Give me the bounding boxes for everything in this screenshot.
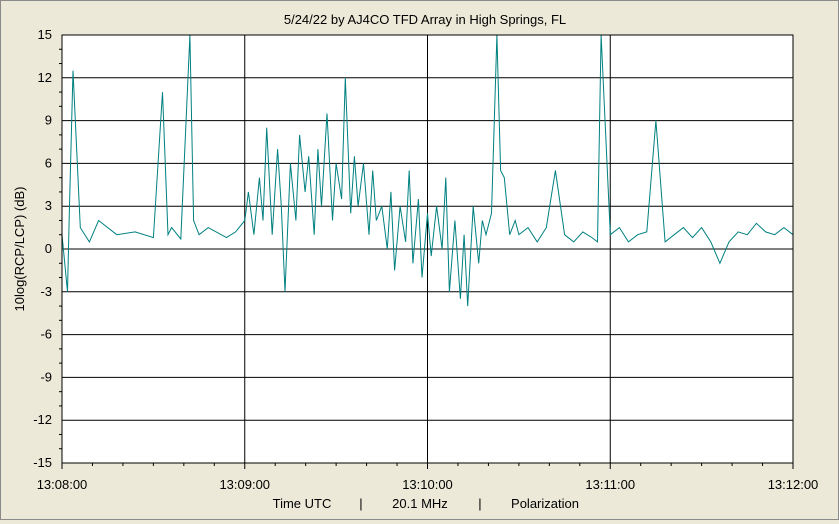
x-tick-labels: 13:08:00 13:09:00 13:10:00 13:11:00 13:12:00 (37, 477, 819, 492)
y-tick-label: 6 (45, 155, 52, 170)
x-axis-label-sep1: | (359, 496, 362, 511)
y-tick-label: 15 (38, 27, 52, 42)
y-tick-label: -15 (33, 455, 52, 470)
series-line-polarization (61, 34, 794, 307)
y-tick-label: -6 (40, 327, 52, 342)
y-tick-label: -12 (33, 412, 52, 427)
x-axis-label-time: Time UTC (273, 496, 332, 511)
y-axis-label: 10log(RCP/LCP) (dB) (12, 187, 27, 312)
y-tick-label: 3 (45, 198, 52, 213)
x-tick-label: 13:11:00 (585, 477, 635, 492)
y-tick-label: -9 (40, 369, 52, 384)
y-tick-label: 9 (45, 113, 52, 128)
x-axis-label: Time UTC | 20.1 MHz | Polarization (273, 496, 579, 511)
y-tick-label: -3 (40, 284, 52, 299)
plot-border (61, 34, 794, 464)
x-axis-label-freq: 20.1 MHz (392, 496, 448, 511)
x-tick-label: 13:08:00 (37, 477, 88, 492)
y-tick-labels: 15 12 9 6 3 0 -3 -6 -9 -12 -15 (33, 27, 52, 470)
x-tick-label: 13:10:00 (402, 477, 453, 492)
x-axis-label-mode: Polarization (511, 496, 579, 511)
x-tick-label: 13:12:00 (768, 477, 819, 492)
y-tick-label: 12 (38, 70, 52, 85)
chart-title: 5/24/22 by AJ4CO TFD Array in High Sprin… (284, 12, 566, 27)
y-tick-label: 0 (45, 241, 52, 256)
x-tick-label: 13:09:00 (219, 477, 270, 492)
x-axis-label-sep2: | (478, 496, 481, 511)
